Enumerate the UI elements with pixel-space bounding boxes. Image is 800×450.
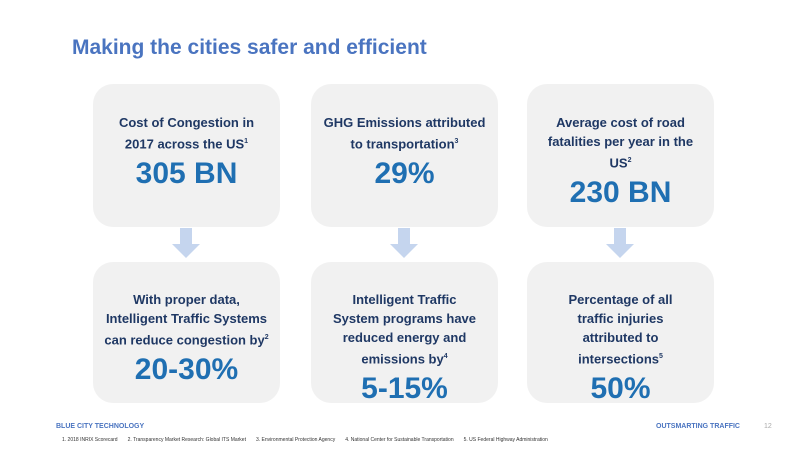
stat-card-congestion-reduction: With proper data, Intelligent Traffic Sy… [93, 262, 280, 403]
stat-label: Intelligent Traffic System programs have… [332, 292, 477, 367]
stat-value: 29% [374, 157, 435, 191]
reference: 3. Environmental Protection Agency [255, 437, 336, 443]
stat-value: 20-30% [134, 353, 239, 387]
stat-card-fatalities-cost: Average cost of road fatalities per year… [527, 84, 714, 227]
tagline: OUTSMARTING TRAFFIC [656, 423, 740, 430]
stat-card-congestion-cost: Cost of Congestion in 2017 across the US… [93, 84, 280, 227]
stat-value: 230 BN [569, 176, 672, 210]
reference: 2. Transparency Market Research: Global … [127, 437, 246, 443]
stat-label: Average cost of road fatalities per year… [547, 115, 694, 171]
reference: 4. National Center for Sustainable Trans… [345, 437, 454, 443]
stat-value: 305 BN [135, 157, 238, 191]
stat-label: Percentage of all traffic injuries attri… [568, 292, 673, 367]
stat-value: 50% [590, 372, 651, 406]
reference: 5. US Federal Highway Administration [463, 437, 548, 443]
stat-value: 5-15% [361, 372, 448, 406]
page-title: Making the cities safer and efficient [72, 36, 427, 59]
stat-label: GHG Emissions attributed to transportati… [323, 115, 486, 152]
stat-card-emissions-reduction: Intelligent Traffic System programs have… [311, 262, 498, 406]
reference: 1. 2018 INRIX Scorecard [62, 437, 118, 443]
down-arrow-icon [606, 228, 634, 258]
down-arrow-icon [172, 228, 200, 258]
down-arrow-icon [390, 228, 418, 258]
stat-card-ghg-emissions: GHG Emissions attributed to transportati… [311, 84, 498, 227]
references: 1. 2018 INRIX Scorecard 2. Transparency … [62, 437, 548, 443]
page-number: 12 [764, 423, 772, 430]
stat-label: With proper data, Intelligent Traffic Sy… [104, 292, 269, 348]
stat-label: Cost of Congestion in 2017 across the US… [118, 115, 255, 152]
stat-card-intersection-injuries: Percentage of all traffic injuries attri… [527, 262, 714, 406]
company-name: BLUE CITY TECHNOLOGY [56, 423, 145, 430]
